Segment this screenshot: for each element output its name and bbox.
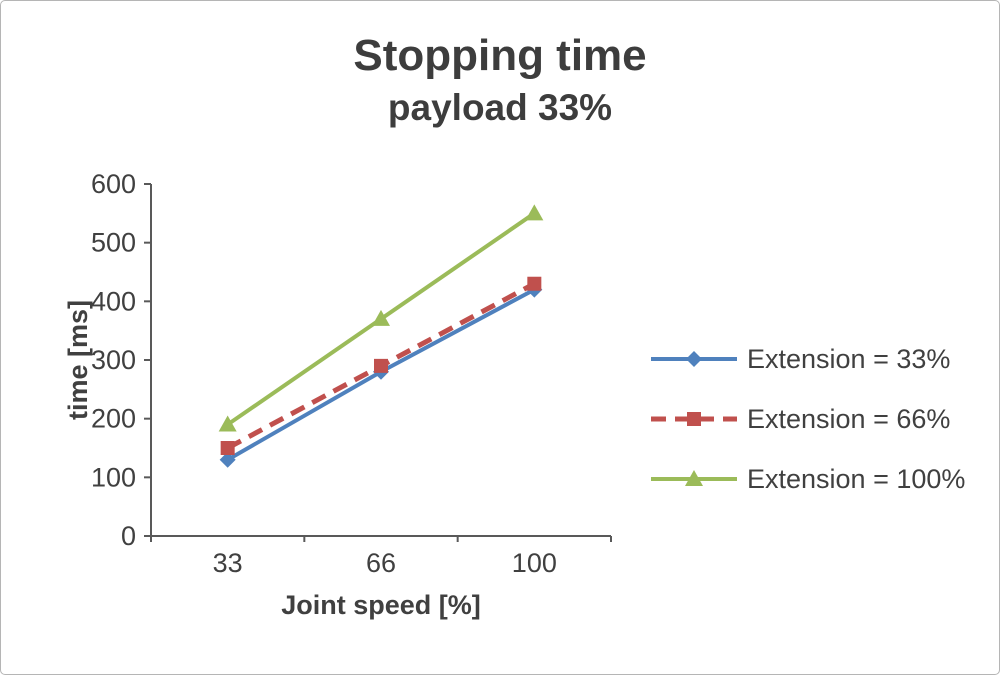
legend-label: Extension = 66% — [747, 404, 950, 434]
series-1 — [219, 281, 543, 468]
diamond-marker — [219, 451, 236, 468]
square-marker — [687, 412, 701, 426]
legend-item: Extension = 33% — [651, 344, 950, 374]
diamond-marker — [686, 351, 702, 367]
x-tick-label: 66 — [366, 548, 396, 578]
legend-label: Extension = 100% — [747, 464, 965, 494]
y-tick-label: 200 — [91, 404, 136, 434]
triangle-marker — [525, 204, 544, 221]
triangle-marker — [685, 470, 703, 486]
triangle-marker — [218, 415, 237, 432]
y-tick-label: 100 — [91, 462, 136, 492]
legend-label: Extension = 33% — [747, 344, 950, 374]
square-marker — [374, 358, 388, 373]
triangle-marker — [372, 309, 390, 326]
series-2 — [220, 276, 542, 455]
chart-subtitle: payload 33% — [387, 87, 613, 128]
chart-title: Stopping time — [353, 31, 647, 80]
y-tick-label: 0 — [121, 521, 136, 551]
series-3 — [218, 204, 544, 432]
y-axis-title: time [ms] — [63, 300, 93, 420]
x-tick-label: 100 — [512, 548, 557, 578]
y-tick-label: 500 — [91, 228, 136, 258]
square-marker — [220, 441, 235, 455]
y-tick-label: 400 — [91, 286, 136, 316]
x-tick-label: 33 — [213, 548, 243, 578]
y-tick-label: 300 — [91, 345, 136, 375]
legend-item: Extension = 100% — [651, 464, 965, 494]
legend-item: Extension = 66% — [651, 404, 950, 434]
y-tick-label: 600 — [91, 169, 136, 199]
square-marker — [527, 276, 542, 291]
x-axis-title: Joint speed [%] — [281, 590, 481, 620]
